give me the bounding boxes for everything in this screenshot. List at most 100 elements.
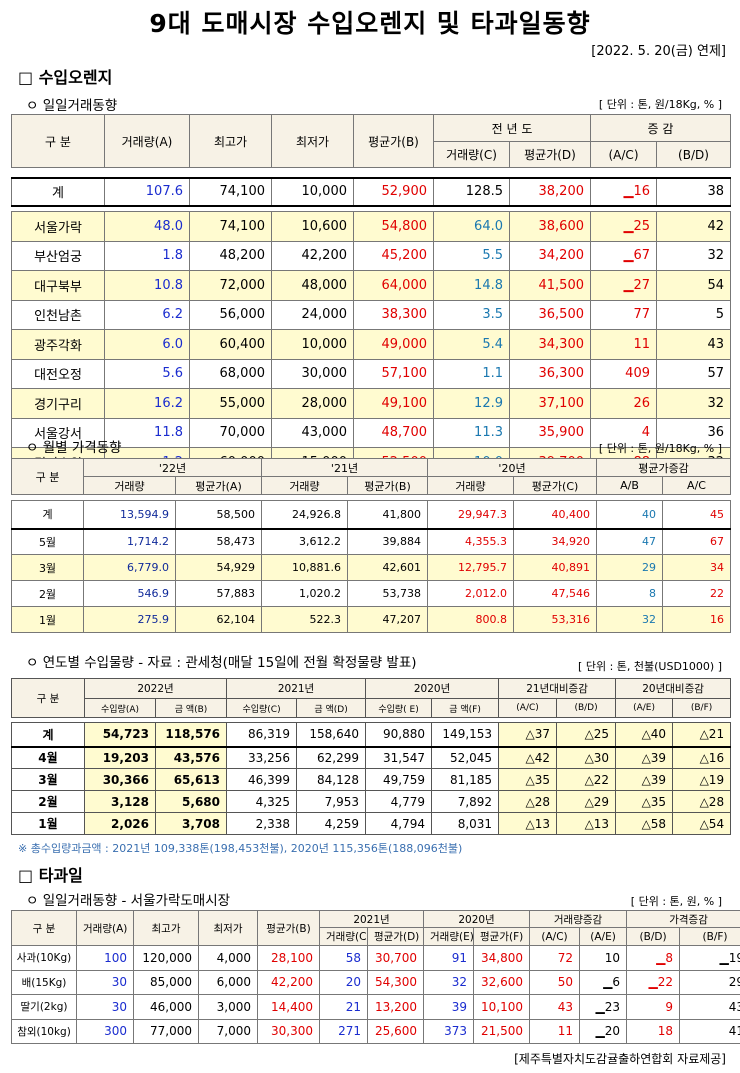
row-label: 광주각화	[11, 329, 105, 360]
cell: 29	[679, 969, 740, 995]
cell: 43,000	[271, 417, 354, 448]
col-price-change: 가격증감	[626, 910, 740, 928]
cell: 77	[590, 299, 657, 330]
row-label: 4월	[11, 746, 85, 769]
cell: 53,738	[347, 580, 428, 607]
other-fruit-table: 구 분 거래량(A) 최고가 최저가 평균가(B) 2021년 2020년 거래…	[11, 910, 740, 1044]
row-label: 인천남촌	[11, 299, 105, 330]
cell: 546.9	[83, 580, 176, 607]
cell: 2,338	[226, 812, 298, 835]
cell: 64.0	[433, 211, 510, 242]
col-ac: (A/C)	[590, 141, 657, 168]
cell: 43,576	[154, 746, 228, 769]
cell: 42,601	[347, 554, 428, 581]
cell: △35	[615, 790, 674, 813]
col-vol: 거래량	[261, 476, 348, 495]
col-ac: A/C	[661, 476, 732, 495]
cell: ▁8	[626, 945, 681, 971]
cell: 24,926.8	[261, 500, 348, 530]
cell: 5	[656, 299, 731, 330]
col-vol: 거래량(A)	[104, 114, 190, 168]
cell: 300	[76, 1018, 134, 1044]
row-label: 3월	[11, 554, 84, 581]
cell: 57	[656, 358, 731, 389]
col-pf: 평균가(F)	[473, 927, 531, 946]
cell: △13	[556, 812, 617, 835]
col-change: 증 감	[590, 114, 731, 142]
row-label: 대구북부	[11, 270, 105, 301]
cell: 41,500	[509, 270, 591, 301]
cell: 21,500	[473, 1018, 531, 1044]
table-row: 4월 19,203 43,576 33,256 62,299 31,547 52,045 △4…	[11, 746, 732, 769]
cell: 28,100	[257, 945, 320, 971]
table-row: 1월 2,026 3,708 2,338 4,259 4,794 8,031 △13 △13 △5…	[11, 812, 732, 835]
cell: 4,325	[226, 790, 298, 813]
other-daily-heading: ㅇ 일일거래동향 - 서울가락도매시장	[26, 893, 231, 909]
col-gubun: 구 분	[11, 114, 105, 168]
monthly-unit: [ 단위 : 톤, 원/18Kg, % ]	[598, 442, 722, 455]
cell: 42,200	[257, 969, 320, 995]
cell: 271	[319, 1018, 368, 1044]
cell: 72,000	[189, 270, 272, 301]
cell: 65,613	[154, 768, 228, 791]
cell: 40	[596, 500, 663, 530]
cell: 48,700	[353, 417, 434, 448]
table-row: 2월 3,128 5,680 4,325 7,953 4,779 7,892 △28 △29 △3…	[11, 790, 732, 813]
cell: 29,947.3	[427, 500, 514, 530]
cell: 38	[656, 176, 731, 207]
import-total-note: ※ 총수입량과금액 : 2021년 109,338톤(198,453천불), 2…	[18, 842, 463, 855]
cell: △16	[672, 746, 732, 769]
cell: ▁19	[679, 945, 740, 971]
cell: 58	[319, 945, 368, 971]
table-row: 인천남촌 6.2 56,000 24,000 38,300 3.5 36,500 77 5	[11, 299, 731, 330]
col-2020: 2020년	[423, 910, 531, 928]
row-label: 딸기(2kg)	[11, 994, 77, 1020]
cell: 37,100	[509, 388, 591, 419]
cell: 24,000	[271, 299, 354, 330]
col-prev-avg: 평균가(D)	[509, 141, 591, 168]
cell: 158,640	[296, 722, 367, 748]
cell: 6.2	[104, 299, 190, 330]
row-label: 참외(10kg)	[11, 1018, 77, 1044]
cell: 34,300	[509, 329, 591, 360]
table-row: 참외(10kg) 300 77,000 7,000 30,300 271 25,600 373…	[11, 1018, 740, 1044]
row-label: 경기구리	[11, 388, 105, 419]
cell: ▁20	[579, 1018, 628, 1044]
cell: 2,012.0	[427, 580, 514, 607]
cell: 18	[626, 1018, 681, 1044]
cell: 6,000	[198, 969, 258, 995]
cell: 26	[590, 388, 657, 419]
cell: 77,000	[133, 1018, 199, 1044]
cell: 12.9	[433, 388, 510, 419]
section-orange-heading: □ 수입오렌지	[18, 68, 113, 87]
col-2022: 2022년	[83, 678, 228, 699]
cell: 4,794	[365, 812, 433, 835]
cell: 10,000	[271, 176, 354, 207]
cell: 70,000	[189, 417, 272, 448]
cell: 45,200	[353, 240, 434, 271]
col-qe: 수입량( E)	[365, 698, 433, 718]
col-r-bf: (B/F)	[679, 927, 740, 946]
cell: 128.5	[433, 176, 510, 207]
cell: △28	[672, 790, 732, 813]
table-row: 계 13,594.9 58,500 24,926.8 41,800 29,947.3 40,…	[11, 500, 732, 530]
source-credit: [제주특별자치도감귤출하연합회 자료제공]	[514, 1052, 726, 1066]
orange-monthly-table: 구 분 '22년 '21년 '20년 평균가증감 거래량 평균가(A) 거래량 …	[11, 458, 732, 633]
col-pd: 평균가(D)	[366, 927, 425, 946]
cell: 1.8	[104, 240, 190, 271]
cell: 7,892	[431, 790, 500, 813]
cell: ▁16	[590, 176, 657, 207]
cell: ▁25	[590, 211, 657, 242]
cell: ▁6	[579, 969, 628, 995]
cell: 32,600	[473, 969, 531, 995]
col-vol: 거래량	[83, 476, 176, 495]
cell: 55,000	[189, 388, 272, 419]
cell: 7,953	[296, 790, 367, 813]
col-r-bd: (B/D)	[556, 698, 617, 718]
cell: 12,795.7	[427, 554, 514, 581]
cell: 3,708	[154, 812, 228, 835]
cell: 100	[76, 945, 134, 971]
table-row: 대전오정 5.6 68,000 30,000 57,100 1.1 36,300 409 57	[11, 358, 731, 389]
cell: 107.6	[104, 176, 190, 207]
other-daily-unit: [ 단위 : 톤, 원, % ]	[630, 895, 722, 908]
